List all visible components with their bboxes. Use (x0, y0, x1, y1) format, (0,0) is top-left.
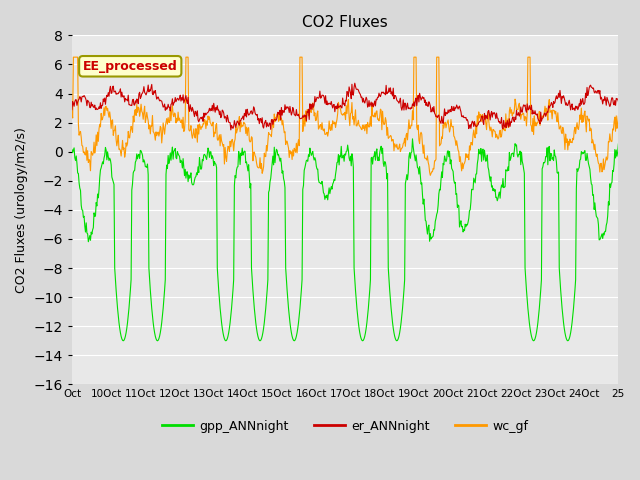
Legend: gpp_ANNnight, er_ANNnight, wc_gf: gpp_ANNnight, er_ANNnight, wc_gf (157, 415, 533, 437)
Text: EE_processed: EE_processed (83, 60, 178, 73)
Title: CO2 Fluxes: CO2 Fluxes (302, 15, 388, 30)
Y-axis label: CO2 Fluxes (urology/m2/s): CO2 Fluxes (urology/m2/s) (15, 127, 28, 293)
